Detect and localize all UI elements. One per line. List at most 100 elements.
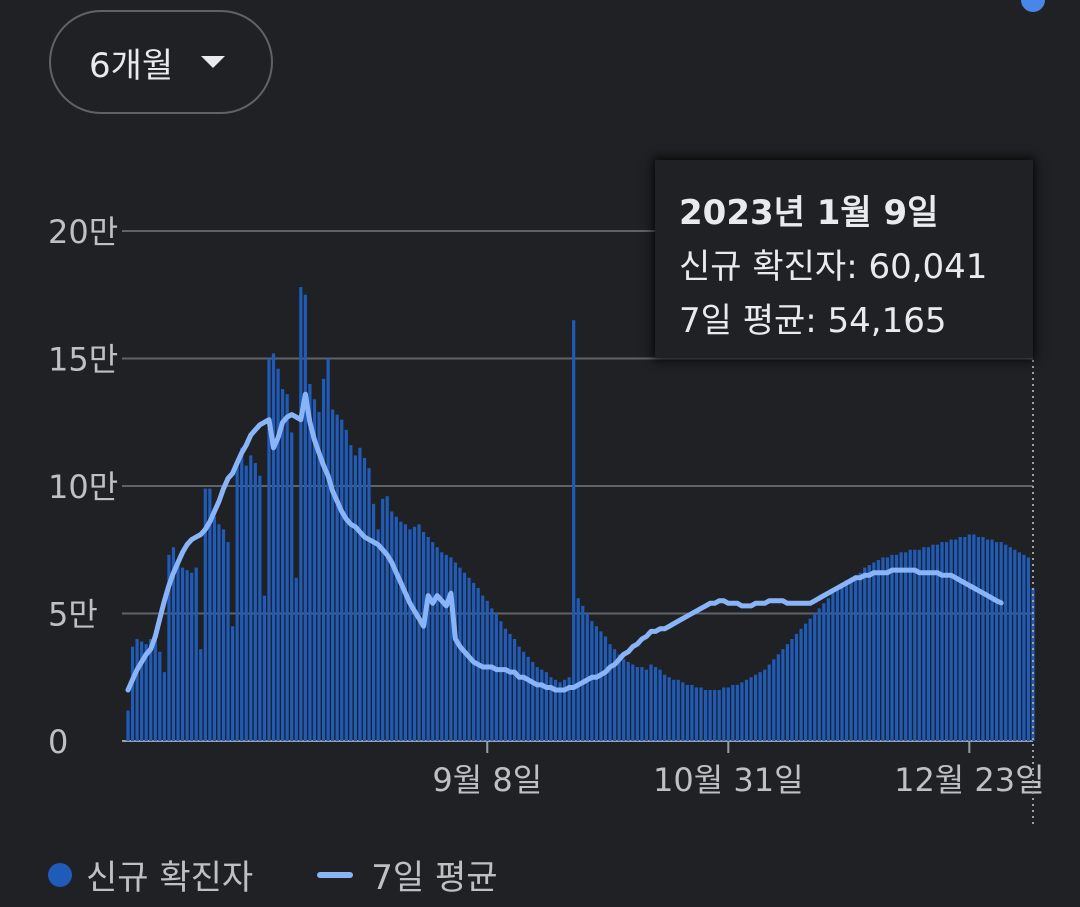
range-dropdown[interactable]: 6개월	[49, 10, 273, 114]
bar	[171, 547, 176, 741]
bar	[817, 608, 821, 741]
bar	[558, 682, 562, 741]
bar	[535, 667, 539, 741]
bar	[221, 529, 226, 741]
bar	[976, 537, 981, 741]
bar	[126, 710, 130, 741]
bar	[603, 636, 608, 741]
bar	[781, 649, 785, 741]
bar	[594, 626, 599, 741]
bar	[804, 623, 808, 741]
bar	[617, 654, 621, 741]
bar	[599, 631, 603, 741]
bar	[640, 667, 644, 741]
bar	[904, 552, 908, 741]
bar	[1008, 547, 1012, 741]
bar	[508, 633, 512, 741]
bar	[431, 542, 435, 741]
bar	[162, 672, 166, 741]
bar	[208, 488, 212, 741]
bar	[926, 547, 930, 741]
bar	[403, 524, 408, 741]
bar	[422, 531, 426, 741]
bar	[144, 644, 148, 741]
bar	[544, 672, 548, 741]
bar	[194, 567, 198, 741]
bar	[667, 677, 671, 741]
bar	[212, 516, 216, 741]
bar	[340, 419, 344, 741]
chevron-down-icon	[201, 56, 226, 68]
bar	[945, 542, 949, 741]
bar	[1031, 587, 1035, 741]
bar	[362, 457, 367, 741]
bar	[622, 659, 626, 741]
y-tick-label: 0	[48, 723, 68, 761]
bar	[499, 621, 503, 741]
bar	[663, 674, 667, 741]
bar	[140, 641, 144, 741]
bar	[258, 475, 262, 741]
bar	[890, 554, 894, 741]
bar	[653, 667, 658, 741]
bar	[949, 539, 953, 741]
range-label: 6개월	[89, 45, 174, 86]
x-tick-label: 10월 31일	[653, 761, 804, 799]
bar-legend-marker	[48, 862, 72, 887]
bar	[772, 659, 776, 741]
bar	[572, 320, 576, 741]
bar	[271, 353, 276, 741]
bar	[217, 524, 221, 741]
y-tick-label: 15만	[48, 341, 118, 379]
legend: 신규 확진자 7일 평균	[48, 850, 498, 899]
bar	[713, 690, 717, 741]
bar	[644, 669, 649, 741]
bar	[276, 368, 280, 741]
bar	[767, 664, 771, 741]
bar	[285, 394, 289, 741]
bar	[899, 552, 903, 741]
bar	[353, 455, 357, 741]
tooltip-average: 7일 평균: 54,165	[679, 301, 947, 341]
bar	[917, 549, 921, 741]
bar	[344, 429, 348, 741]
line-legend-label: 7일 평균	[371, 858, 498, 898]
bar	[749, 677, 753, 741]
bar	[844, 580, 849, 741]
bar	[231, 626, 235, 741]
bar	[863, 567, 867, 741]
bar	[613, 649, 617, 741]
bar	[1013, 549, 1017, 741]
bar	[426, 537, 430, 741]
bar	[694, 687, 699, 741]
bar	[631, 664, 635, 741]
bar	[1022, 554, 1026, 741]
bar	[317, 412, 321, 741]
bar	[703, 690, 708, 741]
x-tick-label: 9월 8일	[432, 761, 542, 799]
bar	[763, 669, 767, 741]
bar	[130, 646, 135, 741]
bar	[995, 542, 999, 741]
bar	[808, 618, 812, 741]
line-legend-marker	[317, 871, 354, 878]
bar	[149, 639, 153, 741]
bar	[303, 294, 307, 741]
bar	[494, 613, 498, 741]
bar	[408, 529, 412, 741]
bar	[417, 524, 421, 741]
bar	[958, 537, 962, 741]
bar	[753, 674, 758, 741]
bar	[281, 389, 285, 741]
bar	[158, 651, 162, 741]
bar	[581, 605, 585, 741]
x-tick-label: 12월 23일	[894, 761, 1045, 799]
bar	[444, 554, 448, 741]
bar	[394, 516, 398, 741]
bar	[813, 613, 817, 741]
bar	[190, 572, 194, 741]
bar	[876, 559, 880, 741]
bar	[249, 455, 253, 741]
bar	[1026, 557, 1031, 741]
